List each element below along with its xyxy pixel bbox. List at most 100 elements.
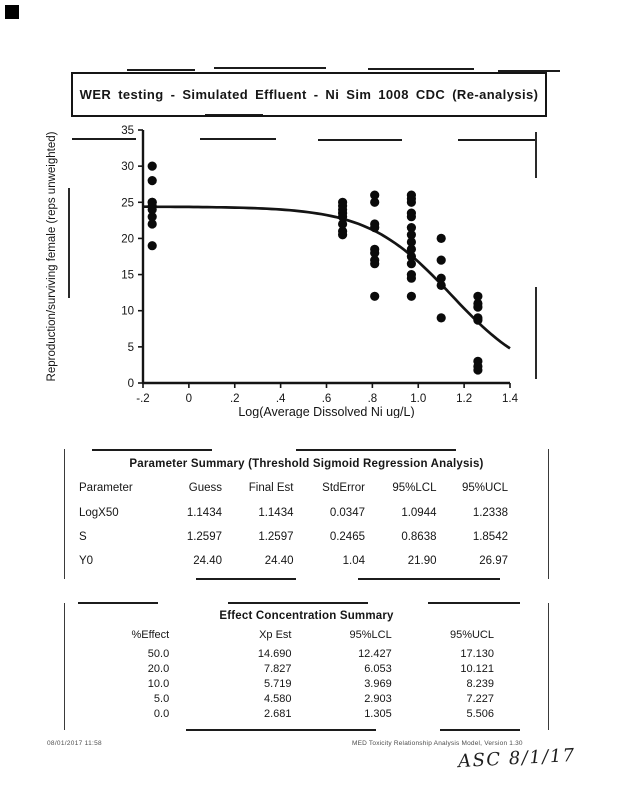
table-cell: 1.2597 xyxy=(258,531,294,543)
effect-row: 10.0 5.719 3.969 8.239 xyxy=(79,676,494,691)
scatter-point xyxy=(370,223,380,233)
scatter-point xyxy=(147,219,157,229)
fitted-curve xyxy=(143,205,511,350)
table-cell: 0.2465 xyxy=(329,531,365,543)
scan-artifact-line xyxy=(535,287,537,379)
y-tick-label: 30 xyxy=(121,161,134,173)
table-cell: 2.903 xyxy=(364,692,392,705)
table-cell: 3.969 xyxy=(364,677,392,690)
table-cell: S xyxy=(79,531,87,543)
scan-artifact-line xyxy=(358,578,500,580)
table-cell: 0.8638 xyxy=(401,531,437,543)
effect-row: 0.0 2.681 1.305 5.506 xyxy=(79,706,494,721)
scan-artifact-line xyxy=(498,70,560,72)
table-cell: 8.239 xyxy=(466,677,494,690)
table-cell: 1.2338 xyxy=(472,507,508,519)
table-cell: 1.04 xyxy=(342,555,365,567)
table-cell: 5.719 xyxy=(263,677,292,690)
scan-artifact-line xyxy=(127,69,195,71)
table-cell: 4.580 xyxy=(263,692,292,705)
table-cell: 12.427 xyxy=(358,647,392,660)
parameter-row: S 1.2597 1.2597 0.2465 0.8638 1.8542 xyxy=(79,525,508,549)
effect-summary-section: Effect Concentration Summary %Effect Xp E… xyxy=(64,603,549,730)
scatter-point xyxy=(406,244,416,254)
scatter-point xyxy=(473,302,483,312)
effect-column-header: %Effect xyxy=(131,629,170,641)
regression-chart: -.2 0.2.4.6.8 1.0 1.2 1.4 0 5 10 15 20 25 30 35 Log(A… xyxy=(35,118,535,419)
effect-column-header: Xp Est xyxy=(259,629,292,641)
table-cell: 1.0944 xyxy=(401,507,437,519)
parameter-column-header: Guess xyxy=(188,481,222,494)
report-title-box: WER testing - Simulated Effluent - Ni Si… xyxy=(71,72,547,117)
effect-row: 5.0 4.580 2.903 7.227 xyxy=(79,691,494,706)
scatter-point xyxy=(473,291,483,301)
table-cell: 5.0 xyxy=(153,692,170,705)
parameter-summary-section: Parameter Summary (Threshold Sigmoid Reg… xyxy=(64,449,549,579)
scan-artifact-line xyxy=(78,602,158,604)
scatter-point xyxy=(406,251,416,262)
table-cell: 6.053 xyxy=(364,662,392,675)
scatter-point xyxy=(147,241,157,251)
table-cell: 17.130 xyxy=(460,647,494,660)
parameter-row: Y0 24.40 24.40 1.04 21.90 26.97 xyxy=(79,549,508,573)
scatter-point xyxy=(406,212,416,222)
x-tick-label: .4 xyxy=(276,393,286,405)
report-title: WER testing - Simulated Effluent - Ni Si… xyxy=(79,87,539,102)
scatter-point xyxy=(406,223,416,233)
table-cell: 0.0347 xyxy=(329,507,365,519)
handwritten-initials-date: ASC 8/1/17 xyxy=(457,744,577,773)
scatter-point xyxy=(370,291,380,301)
parameter-summary-title: Parameter Summary (Threshold Sigmoid Reg… xyxy=(129,458,484,470)
y-tick-label: 15 xyxy=(121,270,134,282)
table-cell: 10.121 xyxy=(460,662,494,675)
table-cell: 24.40 xyxy=(193,555,222,567)
scan-artifact-line xyxy=(296,449,456,451)
y-axis-label: Reproduction/surviving female (reps unwe… xyxy=(46,131,58,381)
table-cell: 26.97 xyxy=(479,555,508,567)
table-cell: 10.0 xyxy=(147,677,170,690)
scatter-point xyxy=(370,248,380,258)
footer-timestamp: 08/01/2017 11:58 xyxy=(47,740,102,747)
y-tick-label: 5 xyxy=(128,342,134,354)
effect-table-header-row: %Effect Xp Est 95%LCL 95%UCL xyxy=(79,624,494,646)
scan-artifact-line xyxy=(68,188,70,298)
scatter-point xyxy=(370,190,380,200)
scatter-point xyxy=(406,197,416,207)
scan-artifact-line xyxy=(535,132,537,178)
parameter-summary-table: Parameter Guess Final Est StdError 95%LCL 95%… xyxy=(79,474,508,573)
table-cell: 21.90 xyxy=(407,555,437,567)
scan-artifact-line xyxy=(92,449,212,451)
table-cell: 1.8542 xyxy=(472,531,508,543)
parameter-column-header: 95%LCL xyxy=(392,481,437,494)
scatter-point xyxy=(436,313,446,323)
scatter-point xyxy=(473,365,483,375)
scan-artifact-line xyxy=(196,578,296,580)
table-cell: 2.681 xyxy=(263,707,292,720)
scan-artifact-line xyxy=(368,68,474,70)
table-cell: 20.0 xyxy=(147,662,170,675)
scatter-point xyxy=(406,230,416,240)
effect-column-header: 95%UCL xyxy=(449,629,494,641)
x-axis-label: Log(Average Dissolved Ni ug/L) xyxy=(238,405,414,418)
scatter-point xyxy=(147,176,157,186)
table-cell: 7.227 xyxy=(466,692,494,705)
parameter-column-header: Final Est xyxy=(248,481,294,494)
scan-artifact-line xyxy=(318,139,402,141)
table-cell: LogX50 xyxy=(79,507,119,519)
x-tick-label: 1.2 xyxy=(456,393,472,405)
y-tick-label: 20 xyxy=(121,233,134,245)
y-tick-label: 35 xyxy=(121,125,134,137)
effect-row: 50.0 14.690 12.427 17.130 xyxy=(79,646,494,661)
x-tick-label: 0 xyxy=(186,393,192,405)
scatter-point xyxy=(338,230,348,240)
effect-row: 20.0 7.827 6.053 10.121 xyxy=(79,661,494,676)
y-tick-label: 10 xyxy=(121,306,134,318)
scatter-point xyxy=(406,291,416,301)
x-tick-label: .8 xyxy=(368,393,378,405)
scatter-point xyxy=(370,197,380,207)
scatter-point xyxy=(436,255,446,265)
table-cell: 50.0 xyxy=(147,647,170,660)
scatter-point xyxy=(370,259,380,269)
scan-artifact-line xyxy=(200,138,276,140)
